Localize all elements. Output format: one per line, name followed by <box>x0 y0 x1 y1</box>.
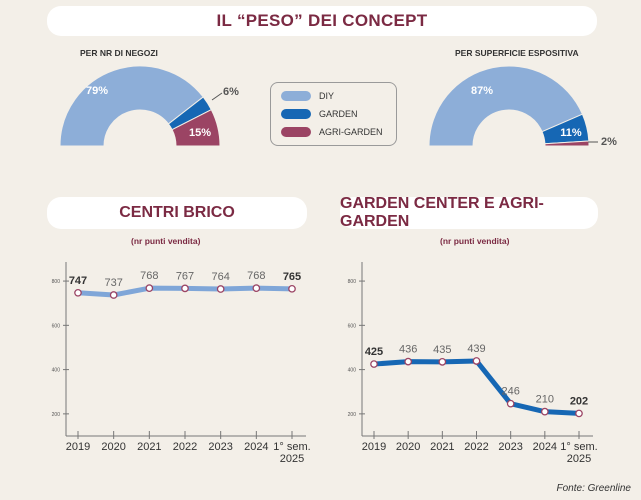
brico-point-5 <box>252 284 261 292</box>
garden-x-label-6-line2: 2025 <box>567 453 591 465</box>
right-donut-label-garden: 11% <box>560 127 582 139</box>
brico-point-2 <box>145 284 154 292</box>
brico-x-label-5: 2024 <box>244 441 268 453</box>
legend-item-diy: DIY <box>281 89 334 103</box>
garden-point-4 <box>506 399 515 408</box>
brico-x-label-2: 2021 <box>137 441 161 453</box>
chart-title-garden: GARDEN CENTER E AGRI-GARDEN <box>340 195 598 230</box>
brico-x-label-6-line2: 2025 <box>280 453 304 465</box>
legend-swatch-agri-garden <box>281 127 311 137</box>
garden-x-label-2: 2021 <box>430 441 454 453</box>
left-donut-slice-diy <box>59 65 204 147</box>
garden-data-label-0: 425 <box>365 346 383 358</box>
brico-x-label-3: 2022 <box>173 441 197 453</box>
garden-ytick-label-200: 200 <box>348 412 357 418</box>
left-donut-label-garden: 6% <box>223 86 239 98</box>
garden-x-label-1: 2020 <box>396 441 420 453</box>
garden-point-3 <box>472 357 481 365</box>
left-donut-leader-garden <box>211 92 223 101</box>
garden-data-label-3: 439 <box>467 343 485 355</box>
brico-point-1 <box>109 291 118 299</box>
legend-label-agri-garden: AGRI-GARDEN <box>319 127 383 137</box>
garden-x-label-0: 2019 <box>362 441 386 453</box>
brico-data-label-2: 768 <box>140 270 158 282</box>
brico-data-label-3: 767 <box>176 270 194 282</box>
right-donut-label-agri-garden: 2% <box>601 136 617 148</box>
legend-item-agri-garden: AGRI-GARDEN <box>281 125 383 139</box>
garden-ytick-label-800: 800 <box>348 279 357 285</box>
brico-x-label-0: 2019 <box>66 441 90 453</box>
brico-data-label-5: 768 <box>247 270 265 282</box>
brico-x-label-4: 2023 <box>208 441 232 453</box>
brico-ytick-label-400: 400 <box>52 368 61 374</box>
brico-point-3 <box>181 284 189 293</box>
garden-ytick-label-600: 600 <box>348 323 357 329</box>
brico-ytick-label-800: 800 <box>52 279 61 285</box>
subtitle-brico: (nr punti vendita) <box>131 236 201 246</box>
garden-x-label-6: 1° sem. <box>560 441 597 453</box>
brico-x-label-6: 1° sem. <box>273 441 310 453</box>
brico-point-0 <box>74 288 82 297</box>
garden-data-label-1: 436 <box>399 344 417 356</box>
source-note: Fonte: Greenline <box>556 483 632 494</box>
garden-data-label-2: 435 <box>433 344 451 356</box>
brico-ytick-label-200: 200 <box>52 412 61 418</box>
legend-label-garden: GARDEN <box>319 109 358 119</box>
legend-swatch-garden <box>281 109 311 119</box>
garden-data-label-5: 210 <box>536 394 554 406</box>
brico-data-label-6: 765 <box>283 271 301 283</box>
left-donut-label: PER NR DI NEGOZI <box>80 48 158 58</box>
legend-label-diy: DIY <box>319 91 335 101</box>
brico-data-label-4: 764 <box>211 271 229 283</box>
garden-x-label-5: 2024 <box>533 441 557 453</box>
garden-x-label-4: 2023 <box>498 441 522 453</box>
brico-ytick-label-600: 600 <box>52 323 61 329</box>
brico-data-label-0: 747 <box>69 275 87 287</box>
brico-x-label-1: 2020 <box>101 441 125 453</box>
brico-point-6 <box>288 284 296 293</box>
left-donut-label-agri-garden: 15% <box>189 127 211 139</box>
right-donut-label: PER SUPERFICIE ESPOSITIVA <box>455 48 579 58</box>
garden-point-1 <box>404 357 413 366</box>
brico-point-4 <box>216 285 225 293</box>
garden-ytick-label-400: 400 <box>348 368 357 374</box>
chart-title-brico: CENTRI BRICO <box>47 197 307 229</box>
legend-swatch-diy <box>281 91 311 101</box>
left-donut-slice-agri-garden <box>171 109 221 147</box>
garden-x-label-3: 2022 <box>464 441 488 453</box>
right-donut-label-diy: 87% <box>471 85 493 97</box>
brico-data-label-1: 737 <box>104 277 122 289</box>
right-donut-slice-agri-garden <box>544 140 590 147</box>
left-donut-label-diy: 79% <box>86 85 108 97</box>
garden-point-6 <box>575 409 583 418</box>
garden-data-label-4: 246 <box>501 386 519 398</box>
garden-point-2 <box>438 358 447 366</box>
right-donut-slice-diy <box>428 65 584 147</box>
garden-point-5 <box>540 407 549 416</box>
legend: DIY GARDEN AGRI-GARDEN <box>270 82 397 146</box>
legend-item-garden: GARDEN <box>281 107 358 121</box>
garden-point-0 <box>370 360 378 368</box>
subtitle-garden: (nr punti vendita) <box>440 236 510 246</box>
garden-data-label-6: 202 <box>570 395 588 407</box>
main-title: IL “PESO” DEI CONCEPT <box>47 6 597 36</box>
